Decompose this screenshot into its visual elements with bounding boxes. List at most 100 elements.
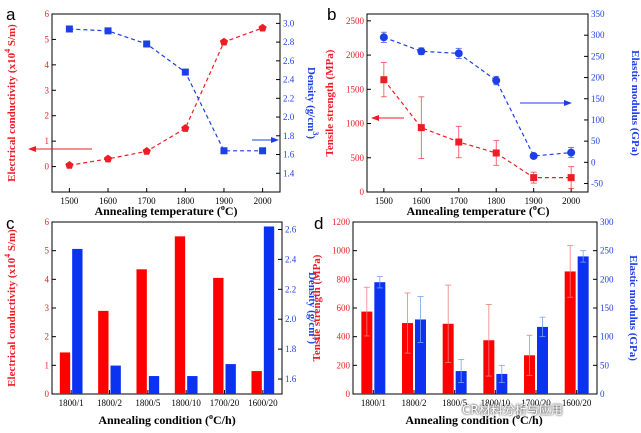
pb-series-0-point [530, 174, 538, 182]
pb-series-1-line [383, 36, 572, 157]
pa-ytick-right-label: 2.2 [283, 93, 294, 103]
pa-ytick-left-label: 1 [45, 136, 50, 146]
pc-ytick-left-label: 5 [45, 246, 50, 256]
pd-ytick-right-label: 50 [600, 360, 610, 370]
panel-d: 0 200 400 600 800 1000 1200 0 50 100 150 200 250 300 1… [311, 217, 639, 427]
pc-xtick-label: 1800/1 [59, 398, 84, 408]
pb-xtick-label: 1600 [412, 196, 431, 206]
pb-ytick-left-label: 1000 [346, 119, 365, 129]
panel-letter-c: c [6, 214, 15, 233]
pc-series-1-bar [72, 248, 83, 394]
panel-d-ylabel-left: Tensile strength (MPa) [311, 254, 323, 361]
pb-xtick-label: 1900 [525, 196, 544, 206]
pb-series-1-point [529, 151, 538, 160]
pa-ytick-left-label: 6 [45, 9, 50, 19]
pd-ytick-right-label: 100 [600, 332, 614, 342]
panel-d-frame [352, 221, 598, 395]
pd-xtick-label: 1800/5 [442, 398, 468, 408]
pc-series-0-bar [251, 371, 262, 394]
pb-ytick-right-label: 350 [591, 9, 605, 19]
panel-b: 0 500 1000 1500 2000 2500 -50 0 50 100 150 200 250 30… [324, 9, 641, 218]
pd-series-1-bar [415, 319, 426, 394]
pb-ytick-right-label: 100 [591, 115, 605, 125]
pa-series-0-point [103, 154, 113, 163]
pc-series-1-bar [225, 364, 236, 394]
panel-b-ticks: 0 500 1000 1500 2000 2500 -50 0 50 100 150 200 250 30… [346, 9, 605, 206]
pa-series-0-point [219, 37, 229, 46]
pa-ytick-left-label: 3 [45, 85, 50, 95]
pd-xtick-label: 1800/10 [481, 398, 511, 408]
pd-series-0-bar [564, 271, 576, 394]
panel-d-ticks: 0 200 400 600 800 1000 1200 0 50 100 150 200 250 300 1… [332, 217, 614, 408]
panel-c-series [59, 226, 275, 394]
pd-series-1-bar [496, 373, 508, 394]
pd-ytick-right-label: 200 [600, 274, 614, 284]
pb-series-0-line [383, 79, 572, 179]
pc-series-0-bar [213, 277, 224, 394]
pb-ytick-right-label: 250 [591, 51, 605, 61]
pc-series-1-bar [187, 376, 198, 394]
pc-series-1-bar [148, 376, 160, 394]
panel-b-xlabel: Annealing temperature (oC) [406, 203, 549, 218]
pd-series-1-bar [374, 282, 386, 394]
pa-series-1-point [220, 147, 228, 155]
pa-series-1-point [143, 40, 151, 48]
panel-b-frame [366, 13, 589, 193]
pa-series-1-point [104, 27, 112, 35]
pb-ytick-left-label: 2500 [346, 16, 365, 26]
pa-xtick-label: 1600 [99, 196, 118, 206]
pa-ytick-right-label: 1.8 [283, 131, 295, 141]
pd-ytick-left-label: 800 [337, 274, 351, 284]
pa-xtick-label: 1900 [215, 196, 234, 206]
pb-ytick-left-label: 500 [351, 153, 365, 163]
panel-a-ylabel-left: Electrical conductivity (x104 S/m) [3, 24, 18, 182]
pa-ytick-right-label: 1.6 [283, 150, 295, 160]
pa-series-0-point [258, 23, 267, 32]
pa-ytick-left-label: 5 [45, 34, 50, 44]
pa-ytick-left-label: 2 [45, 111, 50, 121]
pd-ytick-right-label: 150 [600, 303, 614, 313]
panel-d-ylabel-right: Elastic modulus (GPa) [627, 255, 639, 361]
pc-series-0-bar [98, 310, 109, 394]
pd-ytick-left-label: 1200 [332, 217, 351, 227]
panel-b-series [379, 31, 576, 189]
pc-ytick-left-label: 0 [45, 389, 50, 399]
watermark-text: CR材料分析与应用 [462, 403, 563, 417]
pb-ytick-right-label: 0 [591, 157, 596, 167]
pc-ytick-left-label: 4 [45, 274, 50, 284]
pb-series-1-point [454, 49, 463, 58]
pd-ytick-left-label: 0 [346, 389, 351, 399]
pc-ytick-right-label: 1.8 [285, 344, 297, 354]
pa-xtick-label: 2000 [254, 196, 273, 206]
panel-c-ticks: 0 1 2 3 4 5 6 1.6 1.8 2.0 2.2 2.4 2.6 1800/1 1800/2 180… [45, 217, 297, 408]
pb-series-0-point [567, 174, 575, 182]
pa-ytick-left-label: 4 [45, 60, 50, 70]
panel-a-ticks: 0 1 2 3 4 5 6 1.4 1.6 1.8 2.0 2.2 2.4 2.6 2.8 3.0 1500 16… [45, 9, 295, 206]
pb-ytick-right-label: 50 [591, 136, 601, 146]
pb-series-1-point [492, 76, 501, 85]
pb-ytick-left-label: 1500 [346, 84, 365, 94]
pa-ytick-right-label: 2.0 [283, 112, 295, 122]
pd-ytick-left-label: 600 [337, 303, 351, 313]
pc-series-0-bar [174, 236, 186, 394]
panel-b-right-arrowhead [564, 100, 572, 106]
panel-a-frame [51, 13, 281, 193]
panel-a-series [65, 23, 267, 169]
pb-series-1-point [417, 47, 426, 56]
pd-series-1-bar [537, 326, 548, 394]
panel-a-right-arrowhead [271, 137, 279, 143]
pc-ytick-right-label: 2.2 [285, 284, 296, 294]
pa-ytick-right-label: 2.6 [283, 56, 295, 66]
pb-ytick-right-label: -50 [591, 179, 603, 189]
panel-c: 0 1 2 3 4 5 6 1.6 1.8 2.0 2.2 2.4 2.6 1800/1 1800/2 180… [3, 217, 321, 427]
pd-series-1-bar [577, 256, 589, 394]
pb-series-0-point [380, 76, 388, 84]
pc-ytick-left-label: 6 [45, 217, 50, 227]
pd-xtick-label: 1800/2 [401, 398, 426, 408]
pb-ytick-left-label: 0 [360, 187, 365, 197]
panel-d-series [361, 245, 589, 394]
panel-b-ylabel-right: Elastic modulus (GPa) [629, 50, 641, 156]
pb-series-1-point [567, 148, 576, 157]
pa-xtick-label: 1800 [176, 196, 195, 206]
